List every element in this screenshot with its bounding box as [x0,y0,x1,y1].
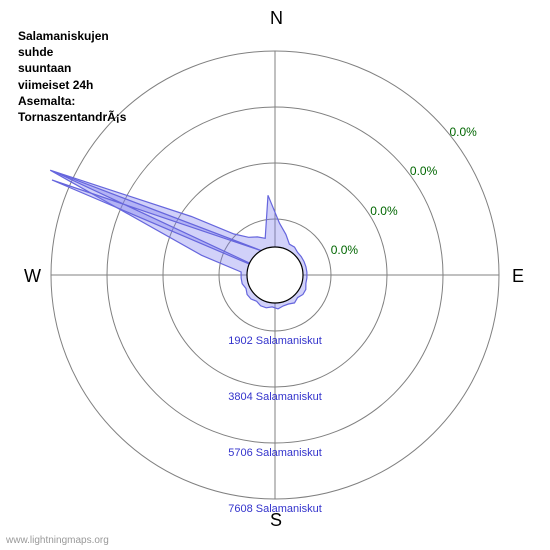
ring-label: 7608 Salamaniskut [228,503,322,515]
cardinal-e: E [512,266,524,287]
cardinal-w: W [24,266,41,287]
ring-label: 5706 Salamaniskut [228,447,322,459]
ring-percent: 0.0% [449,125,476,139]
ring-label: 3804 Salamaniskut [228,391,322,403]
footer-credit: www.lightningmaps.org [6,535,109,546]
ring-percent: 0.0% [370,204,397,218]
cardinal-n: N [270,8,283,29]
chart-title: Salamaniskujensuhdesuuntaanviimeiset 24h… [18,28,126,125]
ring-label: 1902 Salamaniskut [228,335,322,347]
ring-percent: 0.0% [410,164,437,178]
ring-percent: 0.0% [331,243,358,257]
